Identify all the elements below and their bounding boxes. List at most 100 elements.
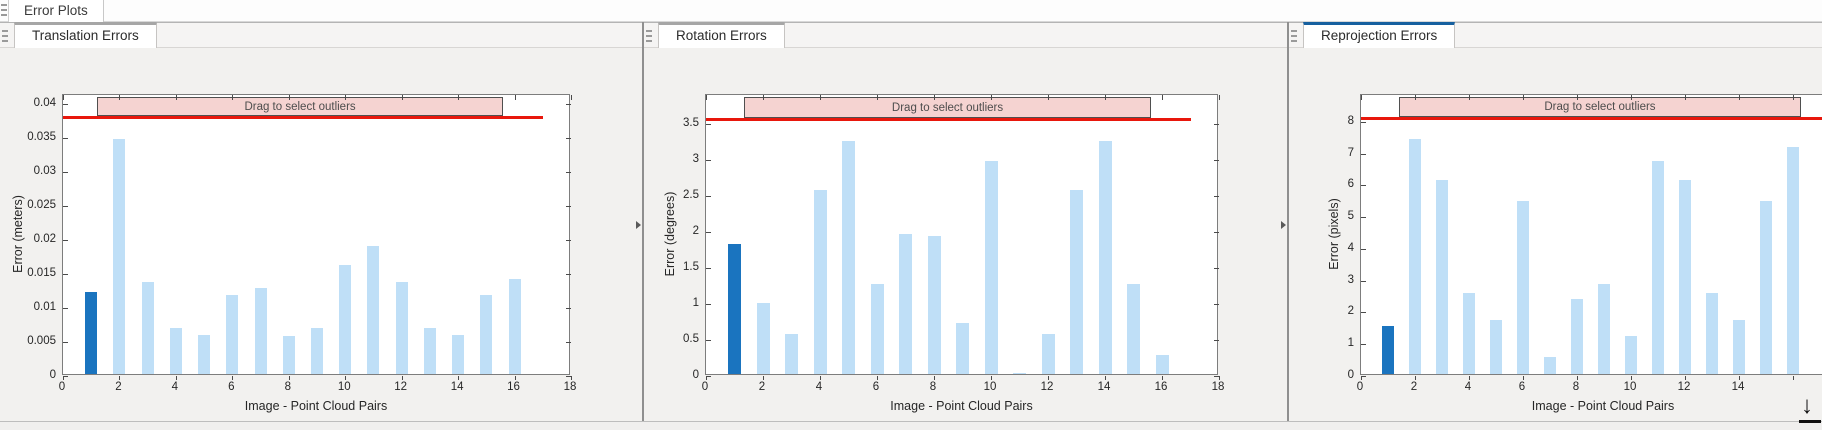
x-tick-mark: [288, 376, 290, 380]
tab-reprojection-errors[interactable]: Reprojection Errors: [1303, 22, 1456, 48]
bar-pair-14[interactable]: [1098, 141, 1112, 374]
panel-translation-errors: Translation Errors Drag to select outlie…: [0, 22, 642, 421]
y-tick-mark: [63, 103, 68, 105]
bar-pair-8[interactable]: [282, 335, 295, 374]
x-axis-title: Image - Point Cloud Pairs: [890, 399, 1033, 413]
bar-pair-4[interactable]: [813, 189, 827, 374]
outlier-selection-banner[interactable]: Drag to select outliers: [96, 97, 504, 117]
bar-pair-6[interactable]: [1517, 200, 1529, 374]
bar-pair-7[interactable]: [254, 288, 267, 374]
y-tick-mark: [1361, 280, 1366, 282]
x-tick-mark: [63, 376, 64, 380]
bar-pair-9[interactable]: [956, 322, 969, 374]
x-tick-label: 18: [563, 381, 577, 393]
y-tick-label: 0: [692, 369, 699, 381]
bar-pair-15[interactable]: [480, 295, 493, 374]
bar-pair-12[interactable]: [395, 282, 408, 374]
y-axis-title: Error (pixels): [1327, 197, 1341, 270]
outlier-threshold-line[interactable]: [706, 117, 1191, 121]
bar-pair-5[interactable]: [842, 141, 855, 374]
y-tick-label: 0.035: [27, 130, 56, 143]
bar-pair-1[interactable]: [85, 291, 98, 374]
bar-pair-7[interactable]: [899, 233, 912, 374]
x-tick-label: 8: [929, 381, 937, 393]
bar-pair-3[interactable]: [1436, 180, 1448, 374]
bar-pair-8[interactable]: [927, 235, 941, 374]
drag-grip-icon[interactable]: [1, 4, 7, 18]
x-tick-label: 4: [171, 381, 179, 393]
y-tick-label: 1: [692, 296, 699, 309]
y-tick-mark: [1361, 185, 1366, 187]
bar-pair-8[interactable]: [1571, 299, 1583, 374]
panel-rotation-errors: Rotation Errors Drag to select outliers 0…: [642, 22, 1287, 421]
y-tick-mark: [566, 137, 571, 139]
y-tick-mark: [63, 341, 68, 343]
tab-translation-errors[interactable]: Translation Errors: [14, 22, 157, 48]
bar-pair-12[interactable]: [1041, 333, 1055, 374]
x-tick-mark: [175, 95, 177, 100]
x-tick-mark: [820, 376, 821, 380]
bar-pair-1[interactable]: [728, 244, 741, 374]
bar-pair-15[interactable]: [1127, 283, 1140, 374]
outlier-threshold-line[interactable]: [1361, 116, 1822, 120]
y-tick-mark: [1214, 231, 1219, 233]
y-tick-mark: [1214, 123, 1219, 125]
bar-pair-5[interactable]: [1490, 320, 1502, 374]
bar-pair-13[interactable]: [1070, 189, 1083, 374]
tab-label: Reprojection Errors: [1321, 28, 1438, 43]
bar-pair-10[interactable]: [1625, 335, 1637, 374]
panel-tab-bar: Reprojection Errors: [1289, 22, 1822, 48]
banner-label: Drag to select outliers: [1544, 101, 1656, 114]
bar-pair-6[interactable]: [870, 283, 884, 374]
tab-error-plots[interactable]: Error Plots: [8, 0, 104, 22]
drag-grip-icon[interactable]: [1291, 30, 1297, 44]
bar-pair-14[interactable]: [452, 334, 465, 374]
panel-tab-bar: Translation Errors: [0, 22, 642, 48]
tab-label: Translation Errors: [32, 28, 139, 43]
splitter-arrow-icon[interactable]: [636, 221, 641, 229]
bar-pair-4[interactable]: [169, 328, 182, 374]
bar-pair-7[interactable]: [1544, 356, 1556, 374]
bar-pair-11[interactable]: [367, 246, 380, 374]
y-tick-label: 6: [1347, 178, 1354, 191]
x-tick-mark: [571, 376, 572, 380]
bar-pair-9[interactable]: [1598, 283, 1610, 374]
drag-grip-icon[interactable]: [2, 30, 8, 44]
bar-pair-16[interactable]: [1155, 355, 1169, 374]
bar-pair-9[interactable]: [311, 327, 323, 374]
bar-pair-3[interactable]: [141, 282, 154, 374]
bar-pair-6[interactable]: [226, 295, 239, 374]
y-tick-mark: [1361, 153, 1366, 155]
bar-pair-2[interactable]: [756, 303, 770, 374]
bar-pair-12[interactable]: [1679, 180, 1691, 374]
bar-pair-3[interactable]: [785, 333, 798, 374]
bar-pair-10[interactable]: [984, 160, 998, 374]
splitter-arrow-icon[interactable]: [1281, 221, 1286, 229]
x-tick-label: 16: [507, 381, 520, 393]
outlier-selection-banner[interactable]: Drag to select outliers: [1398, 97, 1802, 118]
y-tick-mark: [63, 239, 68, 241]
bar-pair-1[interactable]: [1382, 326, 1394, 374]
y-tick-mark: [63, 137, 68, 139]
bar-pair-4[interactable]: [1463, 293, 1475, 374]
export-download-icon[interactable]: ↓: [1797, 392, 1822, 426]
bar-pair-14[interactable]: [1733, 320, 1745, 374]
x-tick-mark: [991, 376, 992, 380]
bar-pair-11[interactable]: [1013, 372, 1026, 374]
bar-pair-13[interactable]: [423, 328, 436, 374]
bar-pair-2[interactable]: [113, 138, 126, 374]
bar-pair-5[interactable]: [198, 334, 211, 374]
x-tick-label: 6: [228, 381, 235, 393]
bar-pair-11[interactable]: [1652, 161, 1664, 374]
bar-pair-16[interactable]: [508, 278, 521, 374]
bar-pair-13[interactable]: [1706, 293, 1718, 374]
tab-rotation-errors[interactable]: Rotation Errors: [658, 22, 785, 48]
bar-pair-15[interactable]: [1760, 200, 1772, 374]
bar-pair-2[interactable]: [1409, 139, 1421, 374]
outlier-threshold-line[interactable]: [63, 115, 543, 119]
outlier-selection-banner[interactable]: Drag to select outliers: [744, 97, 1151, 119]
drag-grip-icon[interactable]: [646, 30, 652, 44]
y-tick-mark: [706, 339, 711, 341]
bar-pair-10[interactable]: [339, 265, 352, 374]
bar-pair-16[interactable]: [1787, 146, 1799, 374]
